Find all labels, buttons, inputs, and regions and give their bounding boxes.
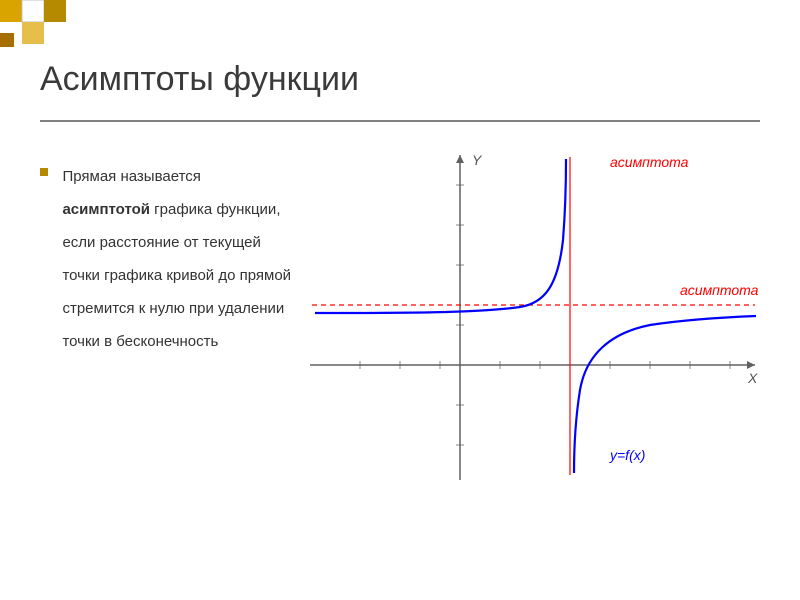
def-pre: Прямая называется — [62, 168, 200, 185]
svg-text:y=f(x): y=f(x) — [609, 447, 645, 463]
page-title: Асимптоты функции — [40, 60, 359, 99]
svg-text:X: X — [747, 370, 758, 386]
asymptote-chart: X Yасимптота асимптота y=f(x) — [300, 145, 770, 495]
svg-text:асимптота: асимптота — [680, 282, 759, 298]
def-bold: асимптотой — [62, 201, 150, 218]
svg-text:Y: Y — [472, 152, 483, 168]
definition-text: Прямая называется асимптотой графика фун… — [62, 160, 292, 358]
corner-decoration — [0, 0, 80, 60]
definition-block: Прямая называется асимптотой графика фун… — [40, 160, 300, 358]
bullet-marker-icon — [40, 168, 48, 176]
def-post: графика функции, если расстояние от теку… — [62, 201, 291, 350]
svg-text:асимптота: асимптота — [610, 154, 689, 170]
title-underline — [40, 120, 760, 122]
chart-svg: X Yасимптота асимптота y=f(x) — [300, 145, 770, 495]
slide: Асимптоты функции Прямая называется асим… — [0, 0, 800, 600]
